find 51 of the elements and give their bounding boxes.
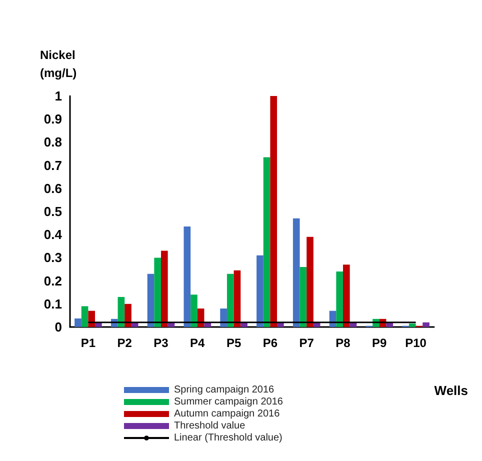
y-tick-label: 0.3 (44, 250, 62, 266)
legend-label: Linear (Threshold value) (174, 432, 282, 444)
bar (292, 218, 300, 327)
bar (147, 274, 154, 327)
x-tick-label: P9 (372, 336, 388, 350)
y-tick-label: 0 (54, 320, 62, 334)
bar (343, 264, 350, 327)
bar (88, 310, 96, 327)
bar (154, 258, 161, 327)
x-tick-label: P3 (154, 336, 169, 350)
bar (184, 226, 191, 327)
bar (270, 96, 278, 327)
bar (226, 274, 234, 327)
legend-label: Autumn campaign 2016 (174, 408, 280, 420)
x-tick-label: P5 (226, 336, 242, 350)
x-tick-label: P8 (336, 336, 351, 350)
legend-label: Threshold value (174, 420, 246, 432)
legend-label: Summer campaign 2016 (174, 396, 284, 408)
bar (161, 250, 168, 327)
bar (422, 322, 430, 327)
bar (190, 294, 198, 327)
x-tick-label: P2 (117, 336, 132, 350)
bar (81, 306, 88, 327)
y-tick-label: 0.5 (44, 204, 62, 219)
y-tick-label: 0.2 (44, 273, 62, 288)
bar (220, 308, 227, 327)
y-tick-label: 0.7 (44, 158, 62, 173)
y-tick-label: 0.6 (44, 180, 62, 196)
bar (234, 270, 241, 327)
x-axis-title: Wells (434, 383, 468, 398)
legend-label: Spring campaign 2016 (174, 384, 275, 396)
bar (408, 324, 416, 327)
bar (336, 272, 343, 327)
bar (118, 296, 125, 327)
x-tick-label: P4 (190, 336, 206, 350)
y-tick-label: 0.4 (44, 227, 63, 242)
x-tick-label: P1 (80, 336, 96, 350)
bar (124, 304, 132, 327)
y-axis-title: Nickel (mg/L) (40, 48, 77, 80)
y-tick-label: 1 (54, 88, 62, 104)
x-tick-label: P7 (299, 336, 314, 350)
y-tick-label: 0.8 (44, 134, 62, 150)
bar (300, 266, 307, 327)
y-tick-label: 0.9 (44, 112, 62, 127)
x-tick-label: P6 (262, 336, 278, 350)
bar (263, 157, 270, 327)
bar (306, 236, 314, 327)
x-tick-label: P10 (405, 336, 427, 350)
bar (74, 318, 82, 327)
bar (256, 255, 264, 327)
y-tick-label: 0.1 (44, 296, 62, 312)
